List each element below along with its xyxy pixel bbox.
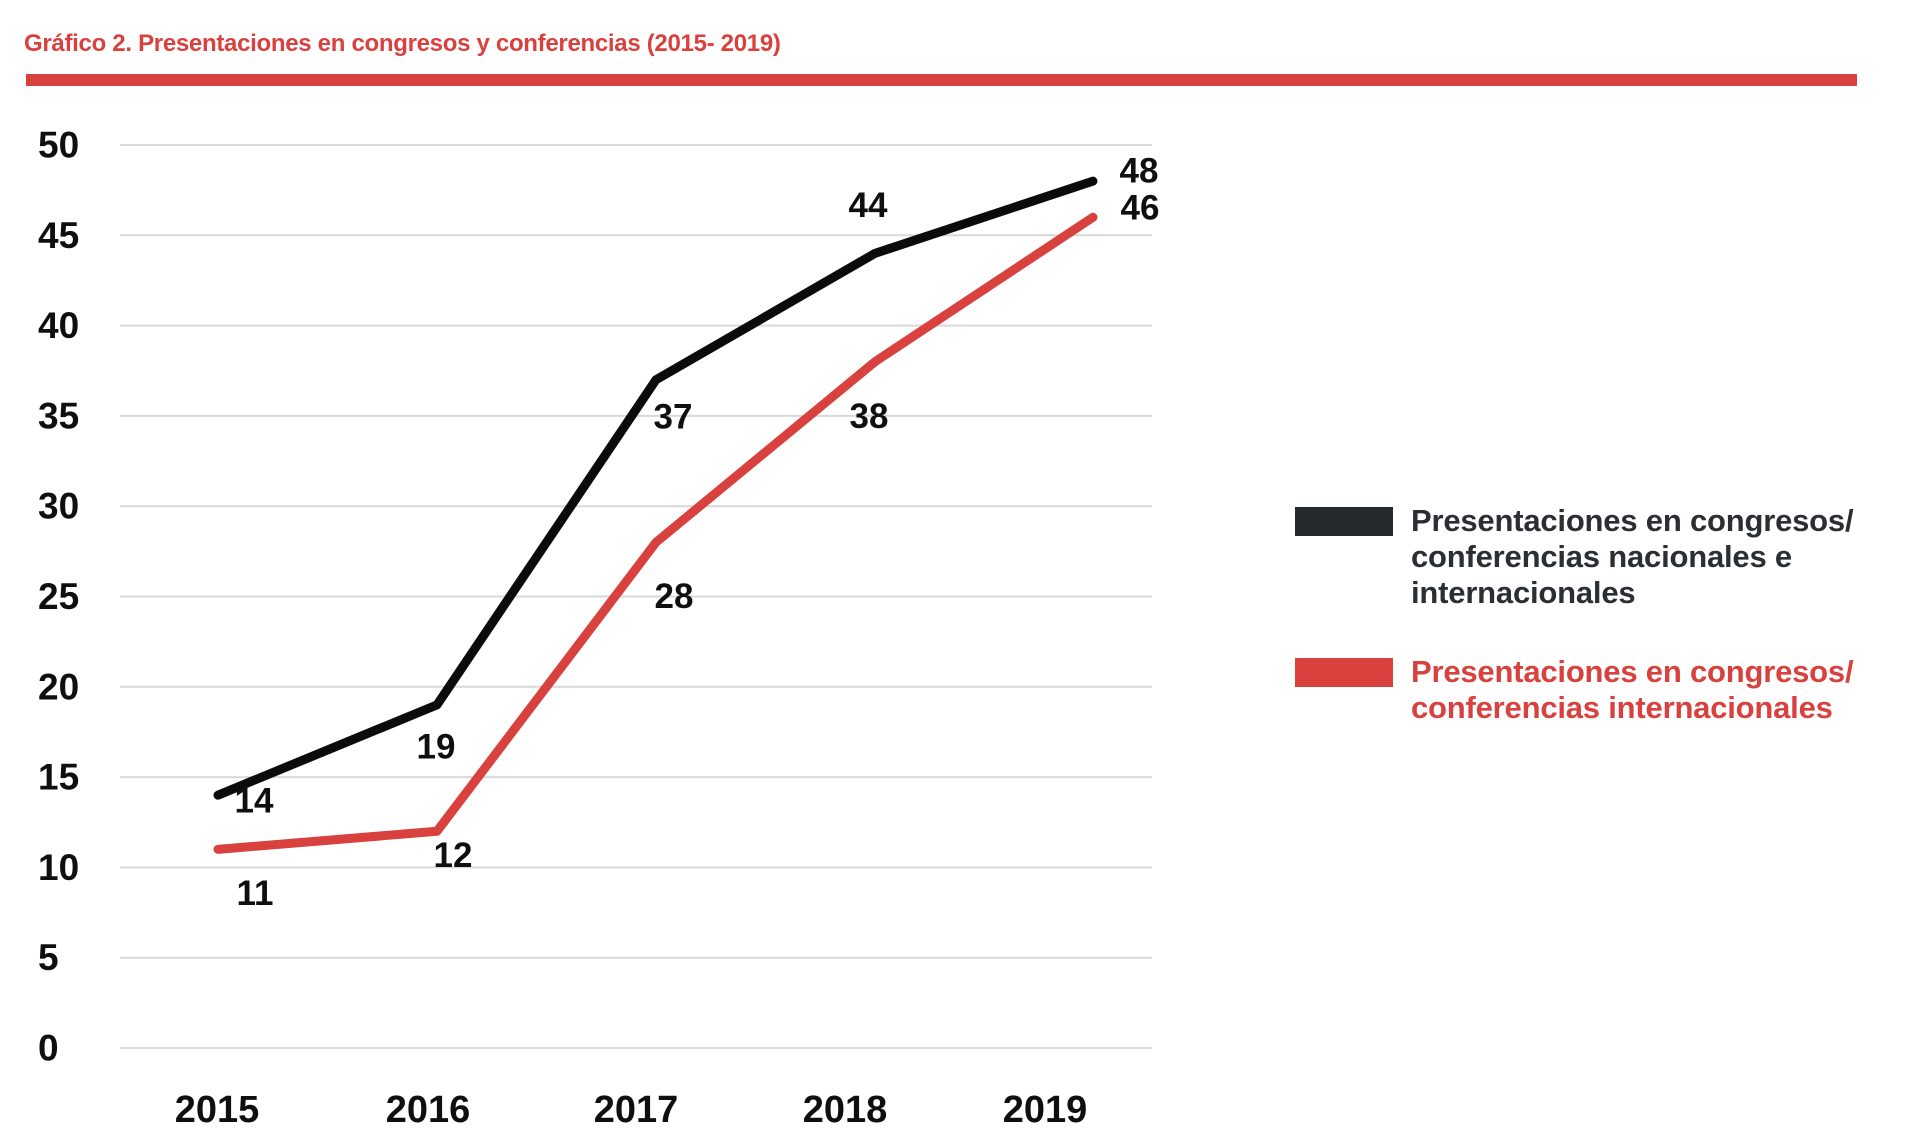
y-tick-label-45: 45	[38, 215, 79, 256]
legend-swatch-dark	[1295, 507, 1393, 536]
legend-label-nacionales-e-internacionales: Presentaciones en congresos/ conferencia…	[1411, 503, 1854, 610]
x-tick-label-2019: 2019	[1003, 1089, 1088, 1131]
value-label-series0-2015: 14	[235, 782, 274, 821]
value-label-series0-2017: 37	[654, 397, 693, 436]
legend: Presentaciones en congresos/ conferencia…	[1295, 503, 1854, 726]
legend-item-internacionales: Presentaciones en congresos/ conferencia…	[1295, 654, 1854, 726]
y-tick-label-50: 50	[38, 125, 79, 166]
value-label-series1-2017: 28	[655, 577, 694, 616]
y-tick-label-5: 5	[38, 937, 59, 978]
legend-swatch-red	[1295, 658, 1393, 687]
y-tick-label-25: 25	[38, 576, 79, 617]
value-label-series1-2016: 12	[434, 836, 473, 875]
legend-item-nacionales-e-internacionales: Presentaciones en congresos/ conferencia…	[1295, 503, 1854, 611]
y-tick-label-0: 0	[38, 1028, 59, 1069]
x-tick-label-2017: 2017	[594, 1089, 679, 1131]
x-tick-label-2018: 2018	[803, 1089, 888, 1131]
legend-label-internacionales: Presentaciones en congresos/ conferencia…	[1411, 654, 1854, 725]
figure-title: Gráfico 2. Presentaciones en congresos y…	[24, 30, 781, 57]
y-tick-label-40: 40	[38, 305, 79, 346]
series-line-0	[213, 176, 1098, 800]
value-label-series1-2018: 38	[850, 397, 889, 436]
value-label-series1-2015: 11	[237, 874, 274, 913]
y-tick-label-10: 10	[38, 847, 79, 888]
value-label-series0-2018: 44	[849, 186, 888, 225]
title-underline-bar	[26, 74, 1857, 86]
value-label-series0-2019: 48	[1120, 152, 1159, 191]
y-tick-label-15: 15	[38, 757, 79, 798]
y-tick-label-20: 20	[38, 666, 79, 707]
y-tick-label-35: 35	[38, 395, 79, 436]
x-tick-label-2015: 2015	[175, 1089, 260, 1131]
x-tick-label-2016: 2016	[386, 1089, 471, 1131]
value-label-series1-2019: 46	[1121, 189, 1160, 228]
line-chart: 0 5 10 15 20 25 30 35 40 45 50 2015 2016 2017 2018 2019…	[38, 125, 1160, 1132]
series-line-1	[213, 212, 1098, 854]
y-tick-label-30: 30	[38, 486, 79, 527]
value-label-series0-2016: 19	[417, 727, 456, 766]
